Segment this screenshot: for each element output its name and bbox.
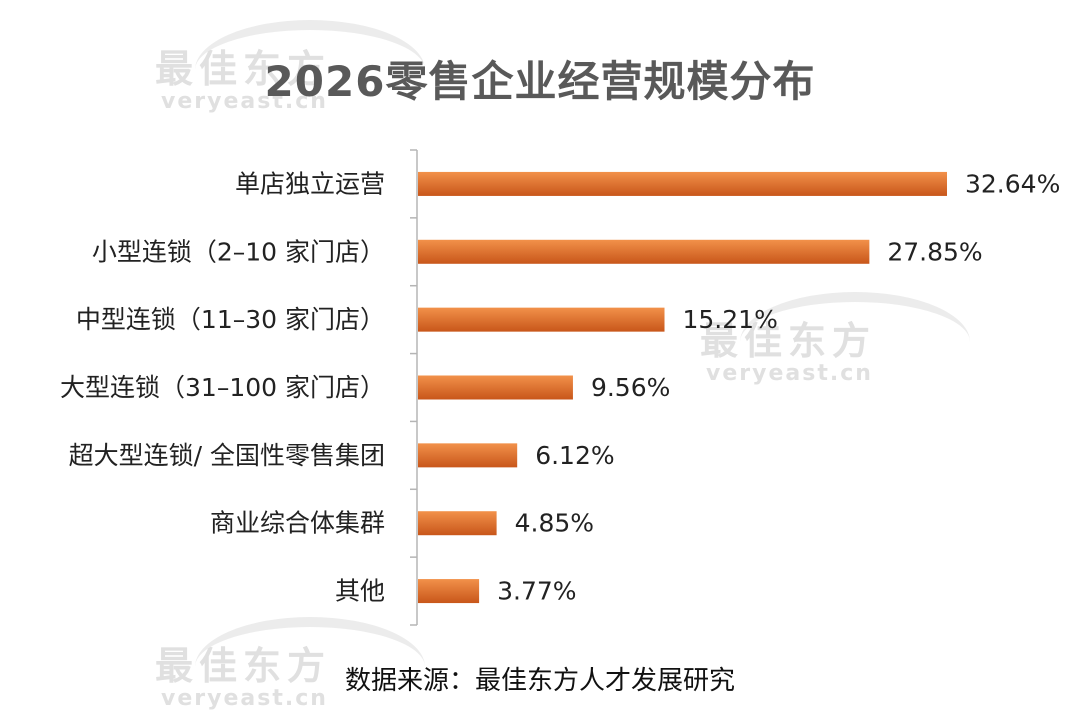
- category-label: 超大型连锁/ 全国性零售集团: [69, 441, 385, 470]
- watermark-middle-right: 最佳东方 veryeast.cn: [700, 292, 970, 386]
- category-label: 中型连锁（11–30 家门店）: [76, 305, 385, 334]
- bar: [418, 171, 947, 196]
- bar: [418, 579, 480, 604]
- category-label: 商业综合体集群: [210, 509, 385, 538]
- category-label: 小型连锁（2–10 家门店）: [92, 237, 385, 266]
- value-label: 6.12%: [535, 441, 614, 470]
- y-axis: [410, 149, 418, 626]
- bar: [418, 239, 870, 264]
- bar: [418, 307, 665, 332]
- bars: [418, 171, 947, 604]
- watermark-top-left: 最佳东方 veryeast.cn: [155, 20, 425, 114]
- watermark-bottom-left: 最佳东方 veryeast.cn: [155, 617, 425, 711]
- bar: [418, 375, 573, 400]
- watermark-arc: [195, 617, 425, 717]
- value-label: 3.77%: [497, 577, 576, 606]
- value-label: 9.56%: [591, 373, 670, 402]
- value-label: 27.85%: [887, 237, 982, 266]
- watermark-arc: [740, 292, 970, 392]
- value-label: 4.85%: [515, 509, 594, 538]
- value-label: 15.21%: [683, 305, 778, 334]
- bar: [418, 443, 518, 468]
- bar: [418, 511, 497, 536]
- category-label: 单店独立运营: [235, 169, 385, 198]
- chart-title: 2026零售企业经营规模分布: [264, 57, 816, 106]
- category-label: 大型连锁（31–100 家门店）: [60, 373, 385, 402]
- value-label: 32.64%: [965, 169, 1060, 198]
- category-label: 其他: [335, 577, 385, 606]
- watermark-arc: [195, 20, 425, 120]
- value-labels: 32.64% 27.85% 15.21% 9.56% 6.12% 4.85% 3.77%: [497, 169, 1060, 605]
- data-source-note: 数据来源：最佳东方人才发展研究: [344, 666, 735, 696]
